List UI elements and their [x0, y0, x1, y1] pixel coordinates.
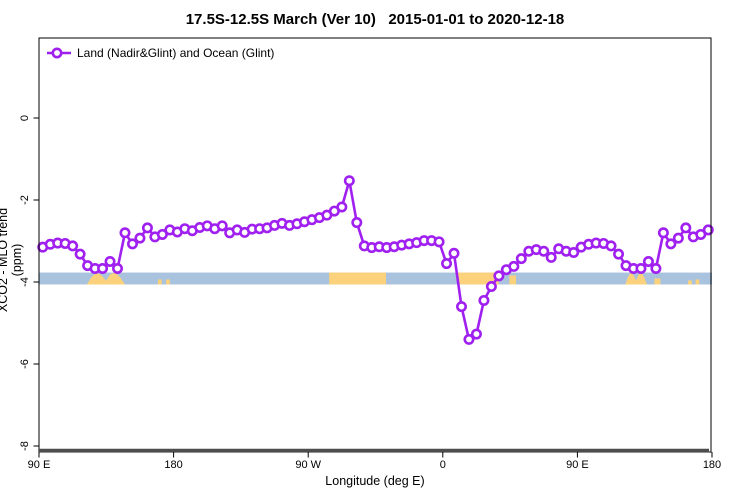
- svg-text:0: 0: [440, 459, 446, 471]
- svg-text:-2: -2: [19, 195, 31, 205]
- svg-text:180: 180: [164, 459, 182, 471]
- y-axis-label: XCO2 - MLO trend (ppm): [0, 207, 24, 313]
- svg-text:-4: -4: [19, 277, 31, 287]
- legend-label: Land (Nadir&Glint) and Ocean (Glint): [77, 46, 274, 60]
- svg-text:90 E: 90 E: [28, 459, 51, 471]
- svg-text:90 W: 90 W: [295, 459, 321, 471]
- svg-text:180: 180: [703, 459, 721, 471]
- data-series: [37, 175, 714, 345]
- axis-ticks: 90 E 180 90 W 0 90 E 180 0 -2 -4 -6 -8: [19, 115, 721, 471]
- svg-text:90 E: 90 E: [566, 459, 589, 471]
- legend-marker-icon: [51, 47, 63, 59]
- legend: Land (Nadir&Glint) and Ocean (Glint): [47, 46, 274, 60]
- svg-text:-6: -6: [19, 359, 31, 369]
- svg-text:-8: -8: [19, 441, 31, 451]
- plot-frame: [38, 37, 712, 453]
- chart-title: 17.5S-12.5S March (Ver 10) 2015-01-01 to…: [185, 11, 565, 28]
- svg-text:0: 0: [19, 115, 31, 121]
- x-axis-label: Longitude (deg E): [325, 474, 425, 488]
- surface-band: [39, 272, 712, 285]
